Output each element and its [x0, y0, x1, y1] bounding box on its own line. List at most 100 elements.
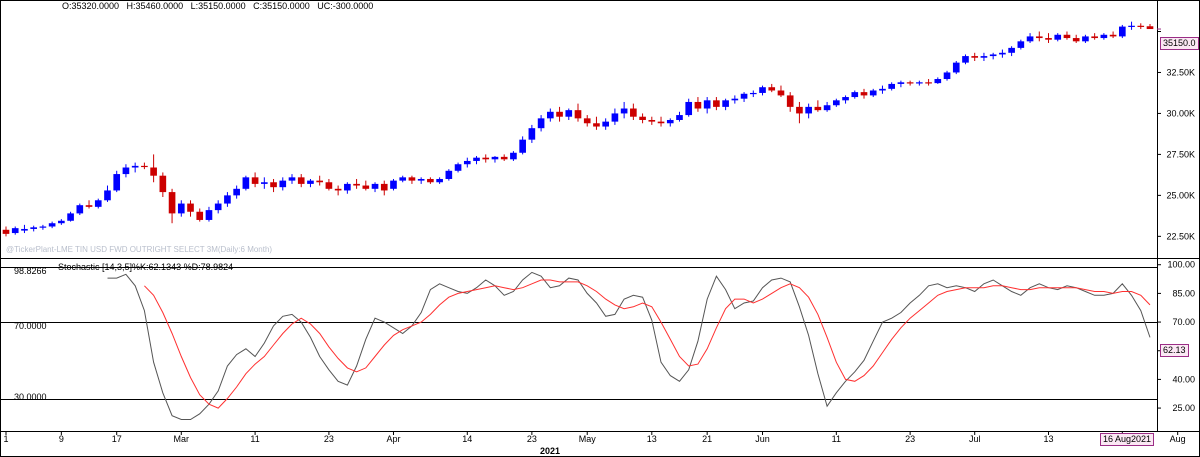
candle-body	[962, 56, 969, 63]
candle-body	[371, 183, 379, 189]
candle-body	[214, 203, 222, 211]
candle-body	[713, 100, 720, 107]
candle-body	[528, 128, 536, 140]
candle-body	[48, 223, 56, 227]
stochastic-level-top: 98.8266	[14, 266, 47, 276]
candle-body	[205, 210, 213, 220]
x-tick-label: 17	[112, 434, 122, 444]
candle-body	[1008, 47, 1015, 53]
candle-body	[1035, 36, 1043, 39]
candle-body	[270, 182, 277, 188]
candle-body	[1128, 25, 1135, 27]
stoch-ytick-label: 85.00	[1172, 288, 1195, 298]
candle-body	[731, 98, 739, 101]
candle-body	[362, 185, 370, 189]
candle-body	[380, 183, 388, 191]
candle-body	[823, 105, 831, 111]
stochastic-level-low: 30.0000	[14, 392, 47, 402]
candle-body	[1091, 36, 1098, 39]
candle-body	[104, 190, 111, 201]
x-tick-label: 11	[832, 434, 841, 444]
x-tick-label: 23	[527, 434, 537, 444]
candle-body	[491, 156, 499, 160]
candle-body	[639, 116, 646, 120]
candle-body	[1017, 41, 1025, 48]
candle-body	[888, 83, 895, 89]
candle-body	[242, 177, 250, 189]
candle-body	[759, 87, 766, 93]
candle-body	[989, 54, 997, 57]
candle-body	[814, 106, 822, 111]
candle-body	[500, 156, 508, 160]
candle-body	[556, 111, 563, 117]
candle-body	[159, 175, 167, 193]
candle-body	[510, 152, 517, 160]
candle-body	[288, 177, 296, 181]
candle-body	[67, 213, 74, 221]
candle-body	[906, 82, 914, 84]
candle-body	[297, 177, 305, 184]
candle-body	[307, 180, 314, 184]
candle-body	[39, 226, 47, 228]
candle-body	[325, 182, 333, 189]
x-tick-label: May	[579, 434, 597, 444]
x-tick-label: 13	[647, 434, 657, 444]
candle-body	[196, 211, 204, 220]
price-ytick-label: 22.50K	[1166, 231, 1195, 241]
candle-body	[971, 56, 979, 58]
x-tick-label: 13	[1044, 434, 1054, 444]
candle-body	[897, 82, 905, 84]
candle-body	[740, 93, 748, 99]
candle-body	[2, 229, 10, 234]
candle-body	[851, 92, 859, 98]
candle-body	[353, 183, 360, 186]
stochastic-d-line	[144, 279, 1151, 409]
x-tick-label: Aug	[1170, 434, 1186, 444]
candle-body	[390, 180, 397, 189]
candle-body	[620, 108, 628, 114]
candle-body	[694, 101, 702, 109]
ohlc-readout: O:35320.0000 H:35460.0000 L:35150.0000 C…	[62, 1, 374, 11]
candle-body	[344, 183, 351, 191]
candle-body	[168, 192, 176, 214]
candle-body	[805, 106, 812, 114]
candle-body	[408, 177, 416, 181]
candle-body	[334, 188, 342, 191]
candle-body	[703, 100, 711, 109]
candle-body	[473, 157, 480, 161]
stochastic-level-mid: 70.0000	[14, 321, 47, 331]
candle-body	[860, 92, 868, 96]
candle-body	[94, 200, 102, 207]
candle-body	[749, 92, 757, 95]
candle-body	[611, 113, 619, 122]
stochastic-last-badge: 62.13	[1160, 344, 1189, 357]
candle-body	[224, 195, 231, 204]
candle-body	[768, 87, 776, 91]
candle-body	[879, 88, 886, 91]
candle-body	[869, 90, 877, 96]
candle-body	[1072, 38, 1080, 42]
candle-body	[113, 174, 121, 191]
candle-body	[76, 205, 84, 214]
last-price-badge: 35150.0	[1160, 37, 1199, 50]
candle-body	[574, 110, 582, 119]
candle-body	[934, 79, 942, 84]
candle-body	[131, 165, 139, 168]
candle-body	[777, 90, 785, 96]
candle-body	[786, 95, 794, 107]
candle-body	[602, 121, 609, 127]
candle-body	[436, 178, 443, 183]
candle-body	[1146, 26, 1154, 30]
candle-body	[122, 167, 130, 175]
candle-body	[58, 220, 65, 224]
candle-body	[445, 170, 453, 179]
candle-body	[1054, 34, 1062, 40]
candle-body	[722, 100, 729, 107]
stoch-ytick-label: 25.00	[1172, 403, 1195, 413]
stochastic-k-line	[107, 271, 1151, 420]
candle-body	[251, 177, 259, 184]
x-tick-label: Jun	[755, 434, 770, 444]
stoch-ytick-label: 100.00	[1167, 260, 1195, 270]
